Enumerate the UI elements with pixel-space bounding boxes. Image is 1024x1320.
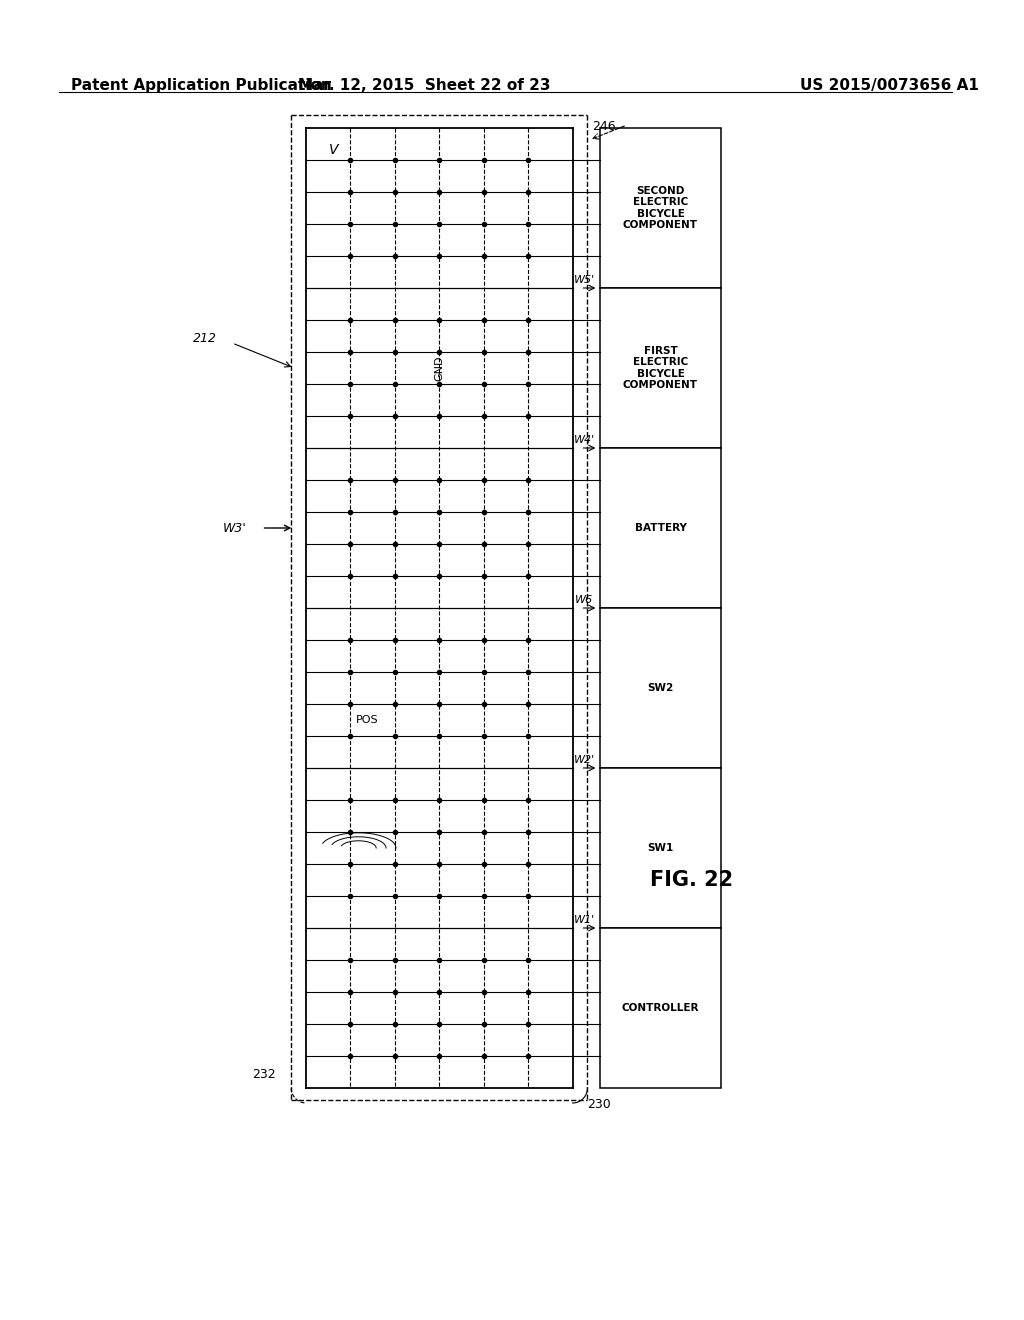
Text: BATTERY: BATTERY (635, 523, 686, 533)
Text: Mar. 12, 2015  Sheet 22 of 23: Mar. 12, 2015 Sheet 22 of 23 (298, 78, 551, 92)
Text: W2': W2' (573, 755, 595, 766)
Text: Patent Application Publication: Patent Application Publication (71, 78, 332, 92)
Text: FIRST
ELECTRIC
BICYCLE
COMPONENT: FIRST ELECTRIC BICYCLE COMPONENT (623, 346, 698, 391)
Text: 212: 212 (194, 331, 217, 345)
Text: 232: 232 (252, 1068, 275, 1081)
Text: W1': W1' (573, 915, 595, 925)
FancyBboxPatch shape (600, 288, 721, 447)
FancyBboxPatch shape (600, 928, 721, 1088)
FancyBboxPatch shape (600, 609, 721, 768)
Text: GND: GND (434, 355, 444, 380)
FancyBboxPatch shape (600, 128, 721, 288)
Text: W6: W6 (575, 595, 594, 605)
Text: 246: 246 (592, 120, 616, 133)
FancyBboxPatch shape (600, 447, 721, 609)
Text: V: V (329, 143, 338, 157)
Text: W4': W4' (573, 436, 595, 445)
FancyBboxPatch shape (600, 768, 721, 928)
Text: W5': W5' (573, 275, 595, 285)
Text: 230: 230 (588, 1098, 611, 1111)
Text: US 2015/0073656 A1: US 2015/0073656 A1 (800, 78, 979, 92)
Text: CONTROLLER: CONTROLLER (622, 1003, 699, 1012)
Text: POS: POS (355, 715, 378, 725)
Text: W3': W3' (223, 521, 247, 535)
Text: SECOND
ELECTRIC
BICYCLE
COMPONENT: SECOND ELECTRIC BICYCLE COMPONENT (623, 186, 698, 231)
Text: SW2: SW2 (647, 682, 674, 693)
Text: SW1: SW1 (647, 843, 674, 853)
Text: FIG. 22: FIG. 22 (649, 870, 732, 890)
